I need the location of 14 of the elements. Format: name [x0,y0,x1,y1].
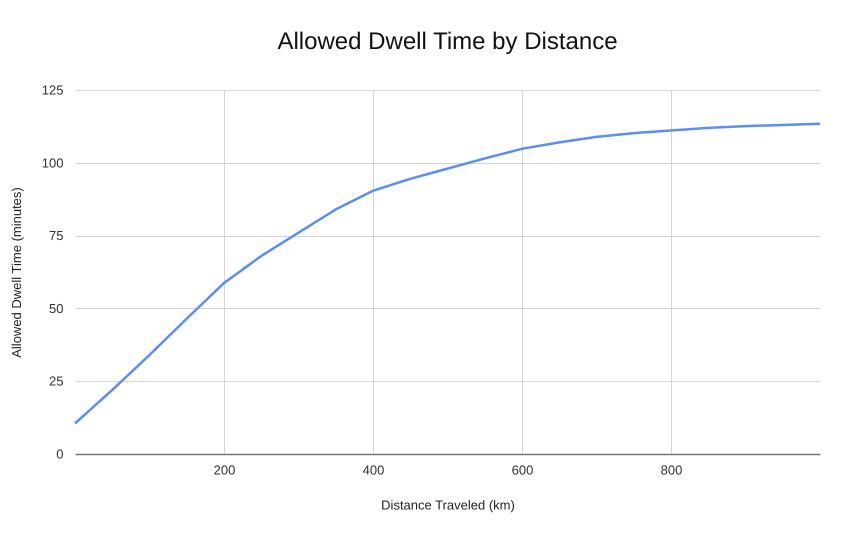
x-tick-label: 600 [512,462,534,478]
y-axis-title: Allowed Dwell Time (minutes) [8,187,24,358]
y-tick-label: 100 [42,155,64,170]
x-tick-label: 400 [362,462,384,478]
chart-title: Allowed Dwell Time by Distance [277,28,618,55]
y-tick-label: 125 [42,82,64,98]
x-axis-title: Distance Traveled (km) [381,498,515,512]
y-tick-label: 75 [49,228,64,244]
y-tick-label: 25 [49,374,64,389]
x-tick-label: 800 [660,462,682,478]
y-tick-label: 0 [56,446,64,462]
x-tick-label: 200 [214,462,236,478]
y-tick-label: 50 [49,300,64,316]
line-series [74,122,822,425]
